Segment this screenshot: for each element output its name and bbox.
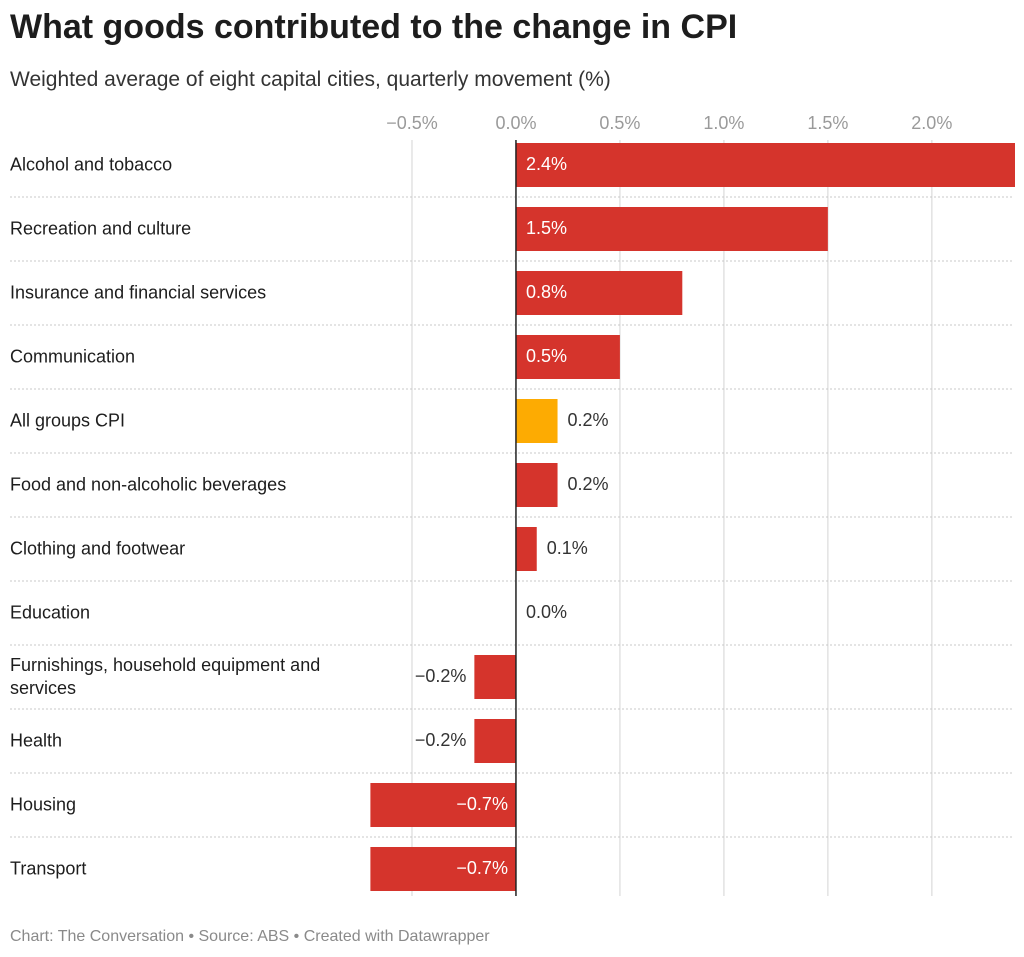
bar: [515, 143, 1015, 187]
category-label: Food and non-alcoholic beverages: [10, 474, 287, 495]
source-note: Chart: The Conversation • Source: ABS • …: [10, 928, 490, 945]
bar: [515, 527, 537, 571]
bar: [515, 463, 558, 507]
category-label: Recreation and culture: [10, 218, 192, 239]
value-label: −0.2%: [415, 666, 467, 686]
x-tick-label: 2.0%: [911, 113, 952, 133]
value-label: 0.1%: [547, 538, 588, 558]
category-label: Insurance and financial services: [10, 282, 267, 303]
value-label: −0.7%: [456, 858, 508, 878]
chart-subtitle: Weighted average of eight capital cities…: [10, 68, 611, 91]
bar: [515, 399, 558, 443]
bar: [370, 783, 516, 827]
value-label: 0.0%: [526, 602, 567, 622]
value-label: 0.2%: [568, 474, 609, 494]
category-label: Education: [10, 602, 91, 623]
category-label: Transport: [10, 858, 87, 879]
x-tick-label: 0.0%: [495, 113, 536, 133]
value-label: 0.5%: [526, 346, 567, 366]
x-tick-label: 1.5%: [807, 113, 848, 133]
value-label: 0.2%: [568, 410, 609, 430]
x-tick-label: −0.5%: [386, 113, 438, 133]
category-label: Alcohol and tobacco: [10, 154, 173, 175]
value-label: −0.2%: [415, 730, 467, 750]
bar: [474, 655, 516, 699]
x-tick-label: 0.5%: [599, 113, 640, 133]
category-label: All groups CPI: [10, 410, 126, 431]
category-label: Clothing and footwear: [10, 538, 186, 559]
bar: [370, 847, 516, 891]
bar: [515, 207, 828, 251]
category-label: Furnishings, household equipment and ser…: [10, 655, 321, 698]
x-tick-label: 1.0%: [703, 113, 744, 133]
category-label: Housing: [10, 794, 77, 815]
bar: [515, 335, 620, 379]
bar: [515, 271, 683, 315]
chart-title: What goods contributed to the change in …: [10, 8, 738, 46]
value-label: −0.7%: [456, 794, 508, 814]
category-label: Communication: [10, 346, 136, 367]
value-label: 0.8%: [526, 282, 567, 302]
bar: [474, 719, 516, 763]
value-label: 2.4%: [526, 154, 567, 174]
category-label: Health: [10, 730, 63, 751]
value-label: 1.5%: [526, 218, 567, 238]
